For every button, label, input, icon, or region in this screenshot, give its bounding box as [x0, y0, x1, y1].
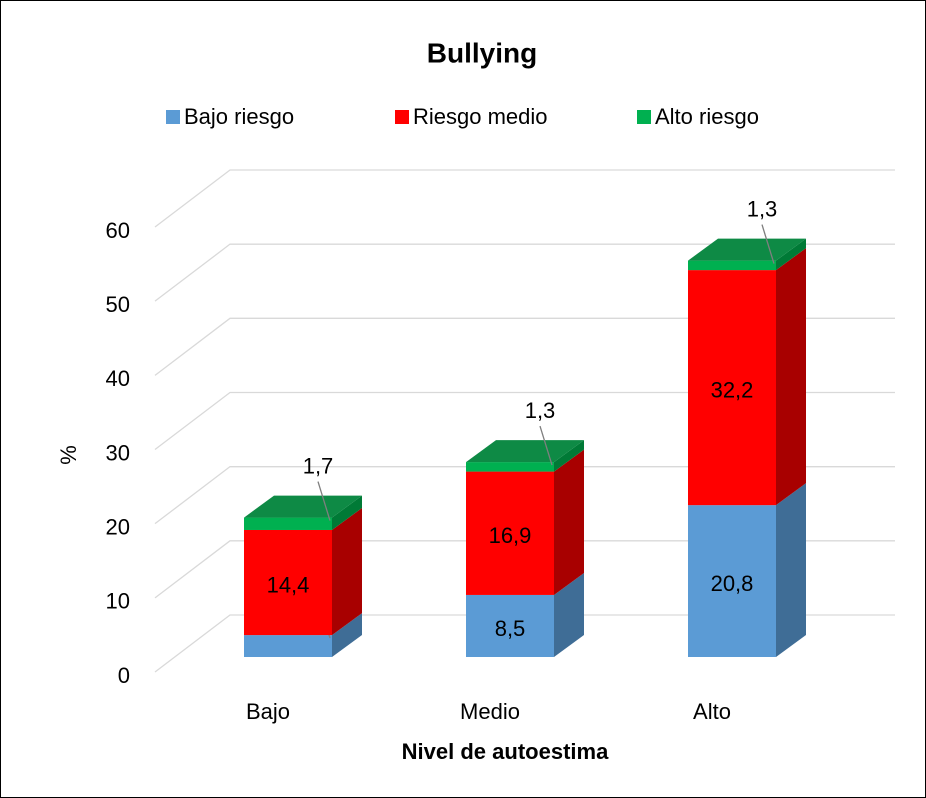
bar-segment: [244, 529, 332, 636]
leader-line: [317, 481, 331, 521]
bar-side: [776, 238, 806, 271]
bar-segment: [688, 505, 776, 657]
bar-top: [688, 238, 806, 261]
x-tick-label: Bajo: [246, 699, 290, 724]
bar-side: [554, 572, 584, 657]
grid-line: [154, 466, 895, 525]
grid-line: [154, 391, 895, 451]
data-label: 16,9: [489, 523, 532, 548]
data-label: 8,5: [495, 616, 526, 641]
bar-top: [244, 495, 362, 518]
bar-side: [332, 495, 362, 530]
bar-segment: [688, 270, 776, 506]
legend-label: Alto riesgo: [655, 104, 759, 129]
legend-swatch: [166, 110, 180, 124]
x-axis-title: Nivel de autoestima: [402, 739, 609, 764]
y-tick-label: 60: [106, 218, 130, 243]
chart-title: Bullying: [427, 37, 537, 68]
grid-line: [154, 540, 895, 599]
data-label: 1,3: [525, 398, 556, 423]
grid-line: [154, 614, 895, 673]
bar-segment: [244, 517, 332, 530]
bar-segment: [466, 594, 554, 657]
grid-line: [154, 169, 895, 228]
legend-label: Riesgo medio: [413, 104, 548, 129]
bar-segment: [466, 462, 554, 472]
bar-side: [776, 248, 806, 506]
y-tick-label: 40: [106, 366, 130, 391]
leader-line: [761, 224, 775, 264]
bar-side: [332, 613, 362, 657]
legend-swatch: [637, 110, 651, 124]
y-tick-label: 50: [106, 292, 130, 317]
data-label: 20,8: [711, 571, 754, 596]
data-label: 32,2: [711, 377, 754, 402]
x-tick-label: Alto: [693, 699, 731, 724]
legend-swatch: [395, 110, 409, 124]
grid-line: [154, 317, 895, 376]
legend-label: Bajo riesgo: [184, 104, 294, 129]
data-label: 14,4: [267, 572, 310, 597]
data-label: 1,7: [303, 453, 334, 478]
bar-segment: [244, 635, 332, 657]
grid-line: [154, 243, 895, 302]
bar-top: [466, 440, 584, 463]
y-axis-title: %: [56, 445, 81, 465]
bar-side: [554, 440, 584, 472]
bar-segment: [466, 471, 554, 595]
bar-side: [554, 449, 584, 595]
y-tick-label: 20: [106, 514, 130, 539]
y-tick-label: 0: [118, 663, 130, 688]
data-label: 1,3: [747, 196, 778, 221]
bar-side: [332, 507, 362, 636]
bar-segment: [688, 260, 776, 271]
leader-line: [539, 425, 553, 466]
bar-side: [776, 483, 806, 657]
y-tick-label: 30: [106, 440, 130, 465]
y-tick-label: 10: [106, 589, 130, 614]
x-tick-label: Medio: [460, 699, 520, 724]
